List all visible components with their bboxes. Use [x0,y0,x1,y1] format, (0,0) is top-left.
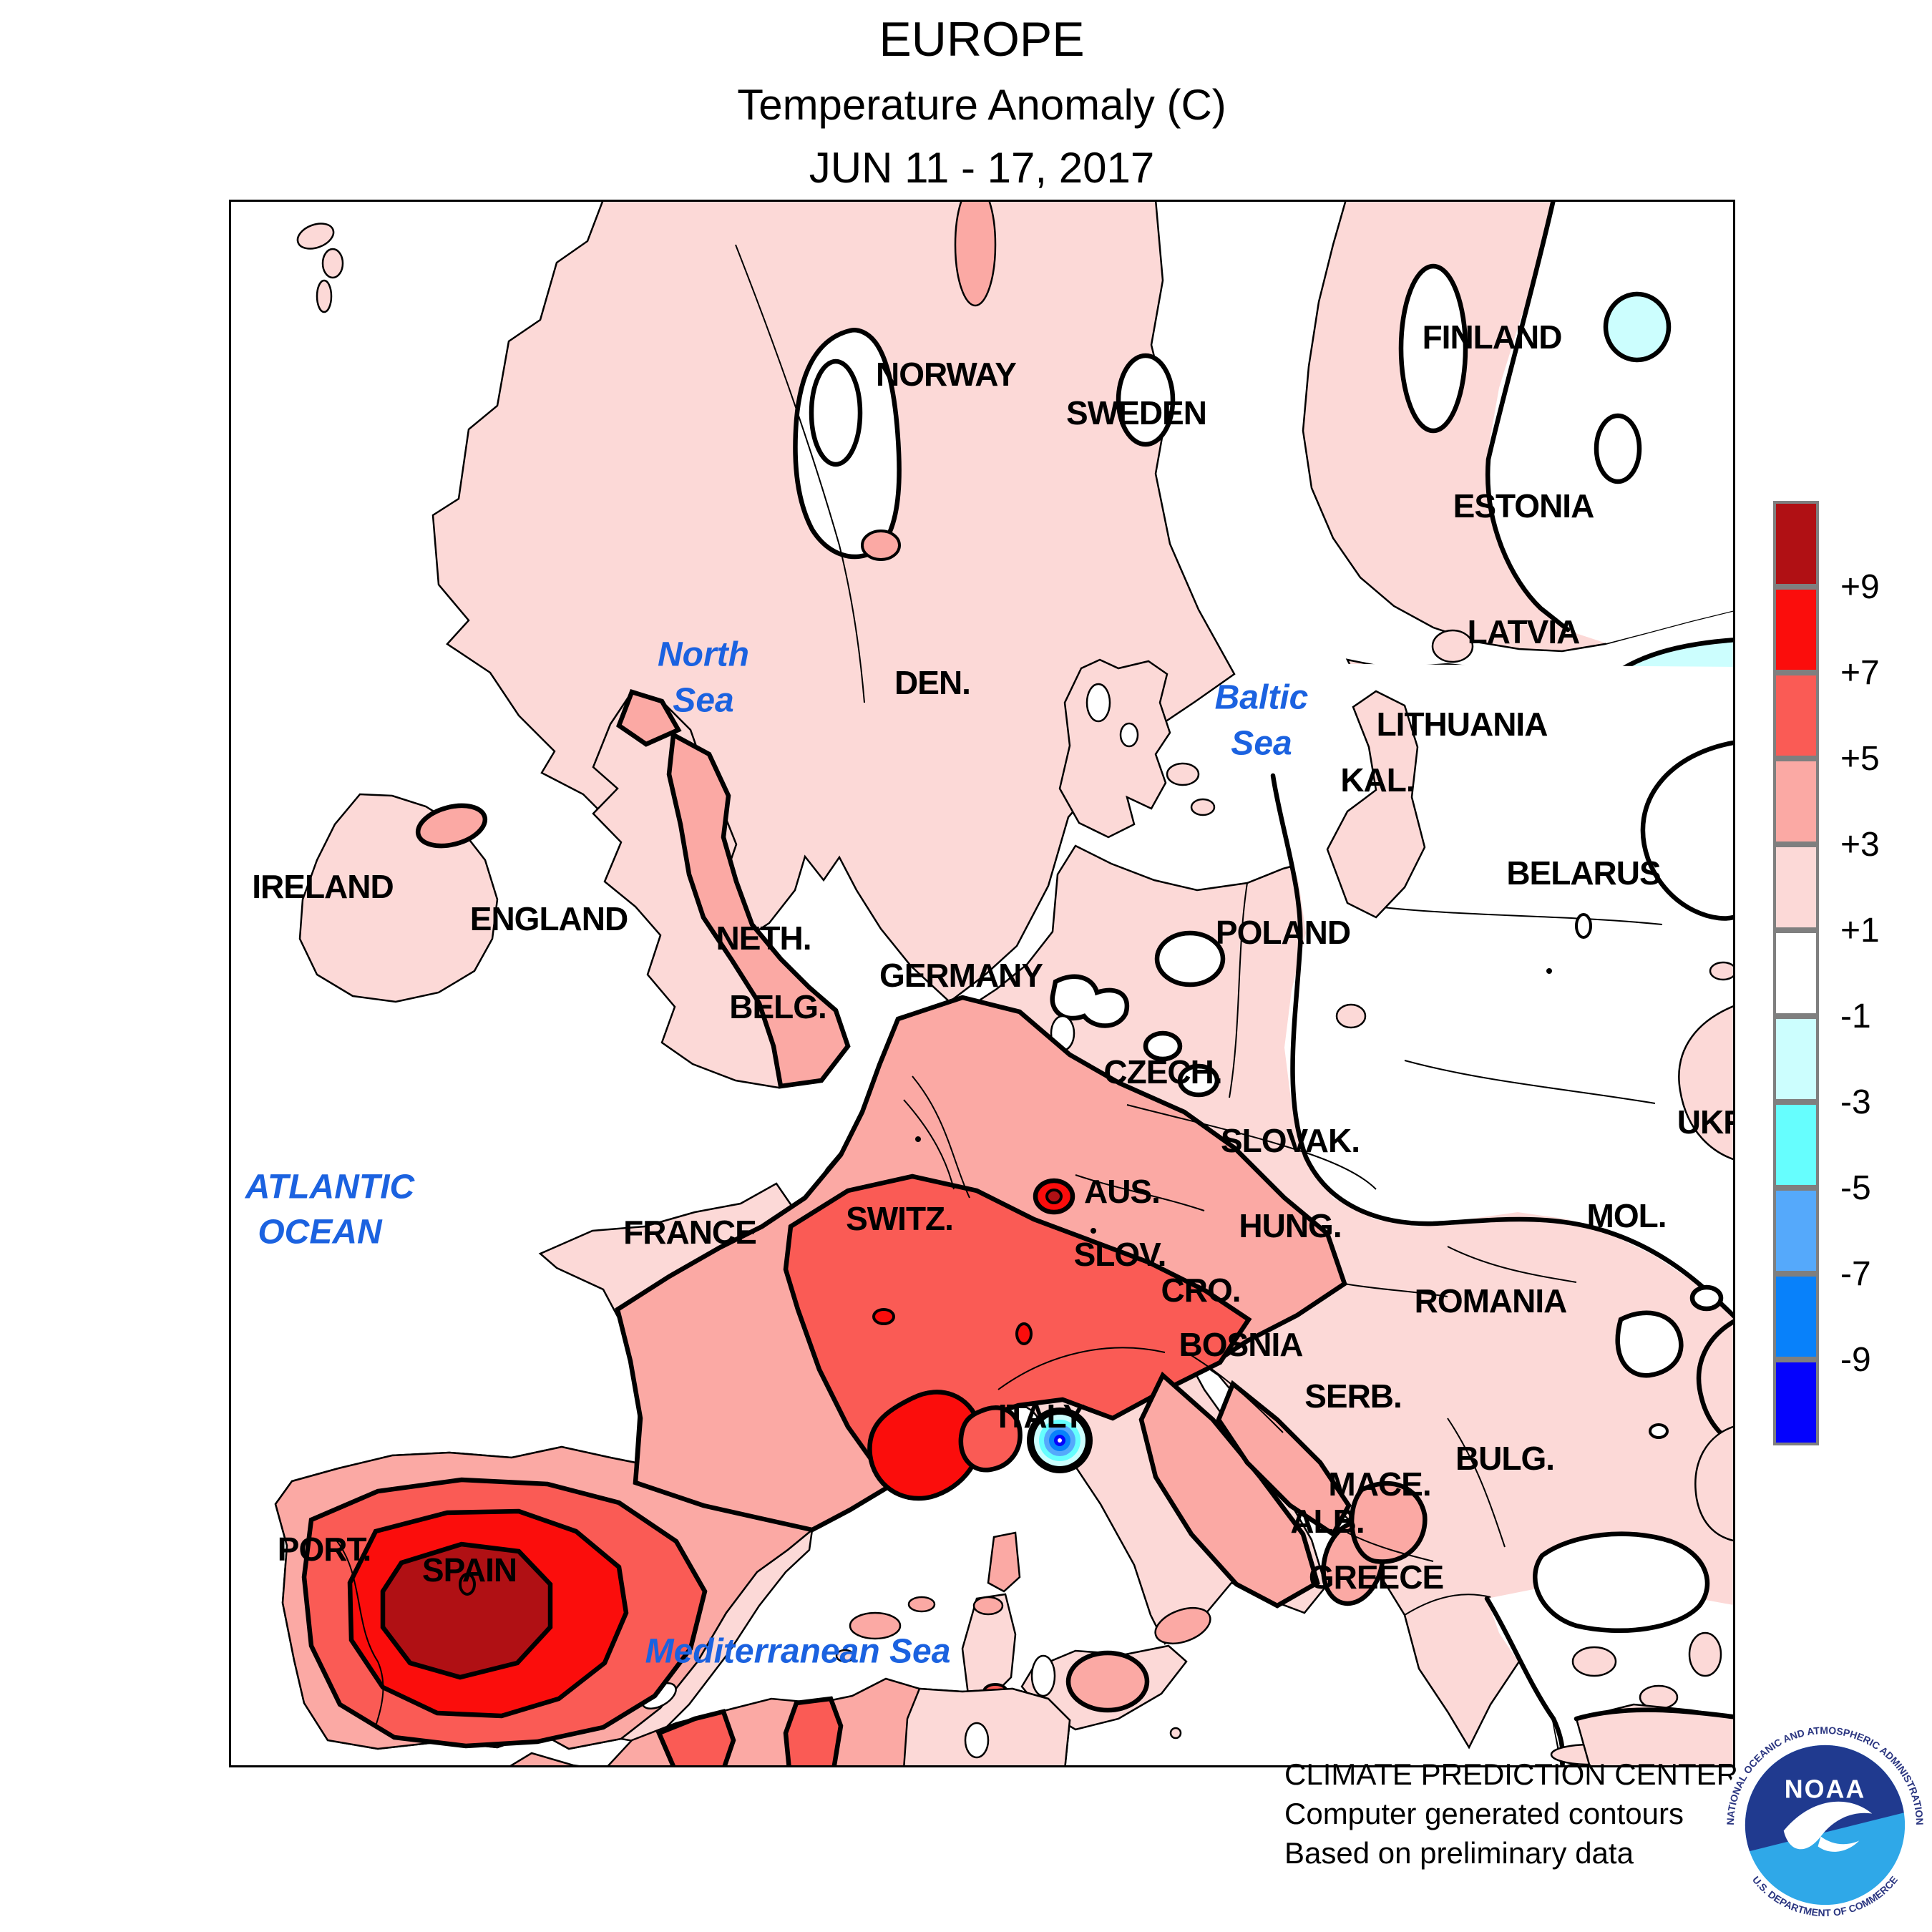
legend-label-+9: +9 [1840,568,1880,606]
noaa-seal [1745,1745,1906,1906]
legend-label--3: -3 [1840,1083,1871,1121]
credit-line2: Computer generated contours [1284,1797,1684,1830]
legend-label-+1: +1 [1840,912,1880,950]
gull-icon [1783,1801,1873,1850]
legend-label-+7: +7 [1840,654,1880,692]
noaa-logo: NOAA NATIONAL OCEANIC AND ATMOSPHERIC AD… [1720,1720,1930,1930]
legend-cell-0 [1773,501,1819,587]
legend-cell-5 [1773,930,1819,1016]
europe-map [274,202,1733,1765]
legend-cell-2 [1773,673,1819,758]
legend-cell-4 [1773,844,1819,930]
noaa-acronym: NOAA [1785,1775,1866,1804]
date-range: JUN 11 - 17, 2017 [809,144,1155,192]
legend-label--5: -5 [1840,1169,1871,1207]
legend: +9 +7 +5 +3 +1 -1 -3 -5 -7 -9 [1773,501,1932,1445]
legend-cell-9 [1773,1274,1819,1360]
legend-label--9: -9 [1840,1341,1871,1379]
legend-cell-3 [1773,758,1819,844]
map-panel: NORWAY SWEDEN FINLAND ESTONIA LATVIA LITHUANI… [229,200,1735,1767]
legend-cell-8 [1773,1188,1819,1274]
page-title: EUROPE [879,12,1085,67]
legend-label-+3: +3 [1840,826,1880,864]
legend-cell-6 [1773,1016,1819,1102]
legend-cell-7 [1773,1102,1819,1188]
page-subtitle: Temperature Anomaly (C) [737,81,1226,129]
legend-cell-10 [1773,1360,1819,1445]
credit-line3: Based on preliminary data [1284,1836,1634,1870]
legend-label-+5: +5 [1840,740,1880,778]
legend-label--7: -7 [1840,1255,1871,1293]
credit-block: CLIMATE PREDICTION CENTER, NOAA Computer… [1284,1755,1840,1873]
legend-cell-1 [1773,587,1819,673]
legend-label--1: -1 [1840,997,1871,1035]
